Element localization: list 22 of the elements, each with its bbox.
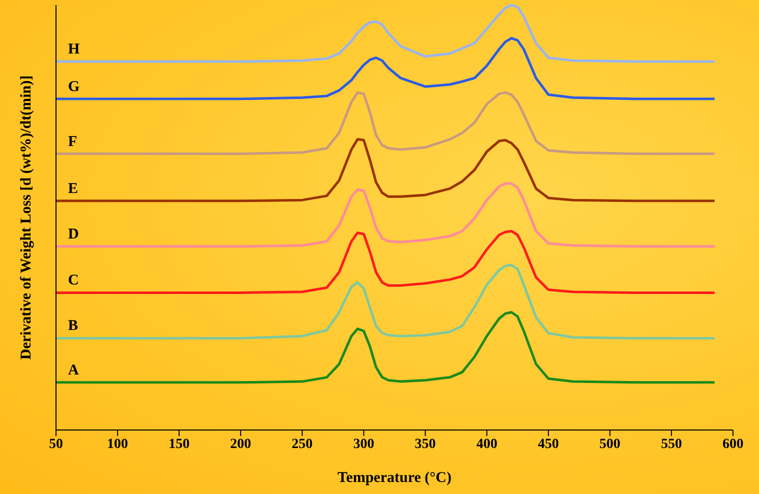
series-label: D — [68, 226, 79, 242]
series-label: H — [68, 42, 80, 58]
x-tick-label: 500 — [599, 436, 620, 452]
x-tick-label: 450 — [538, 436, 559, 452]
series-label: B — [68, 318, 78, 334]
x-tick-label: 100 — [107, 436, 128, 452]
x-tick-label: 350 — [414, 436, 436, 452]
y-axis-title: Derivative of Weight Loss [d (wt%)/dt(min)] — [18, 75, 34, 360]
x-tick-label: 600 — [722, 436, 744, 452]
x-tick-label: 250 — [292, 436, 313, 452]
x-axis-title: Temperature (°C) — [338, 470, 452, 486]
x-tick-label: 550 — [660, 436, 682, 452]
x-tick-label: 400 — [476, 436, 498, 452]
x-tick-label: 200 — [230, 436, 252, 452]
x-tick-label: 150 — [168, 436, 190, 452]
series-label: C — [68, 272, 79, 289]
series-label: E — [68, 180, 78, 197]
x-tick-label: 50 — [49, 436, 63, 452]
x-tick-label: 300 — [353, 436, 374, 452]
series-label: G — [68, 78, 80, 95]
series-label: F — [68, 134, 78, 150]
series-label: A — [68, 362, 79, 378]
